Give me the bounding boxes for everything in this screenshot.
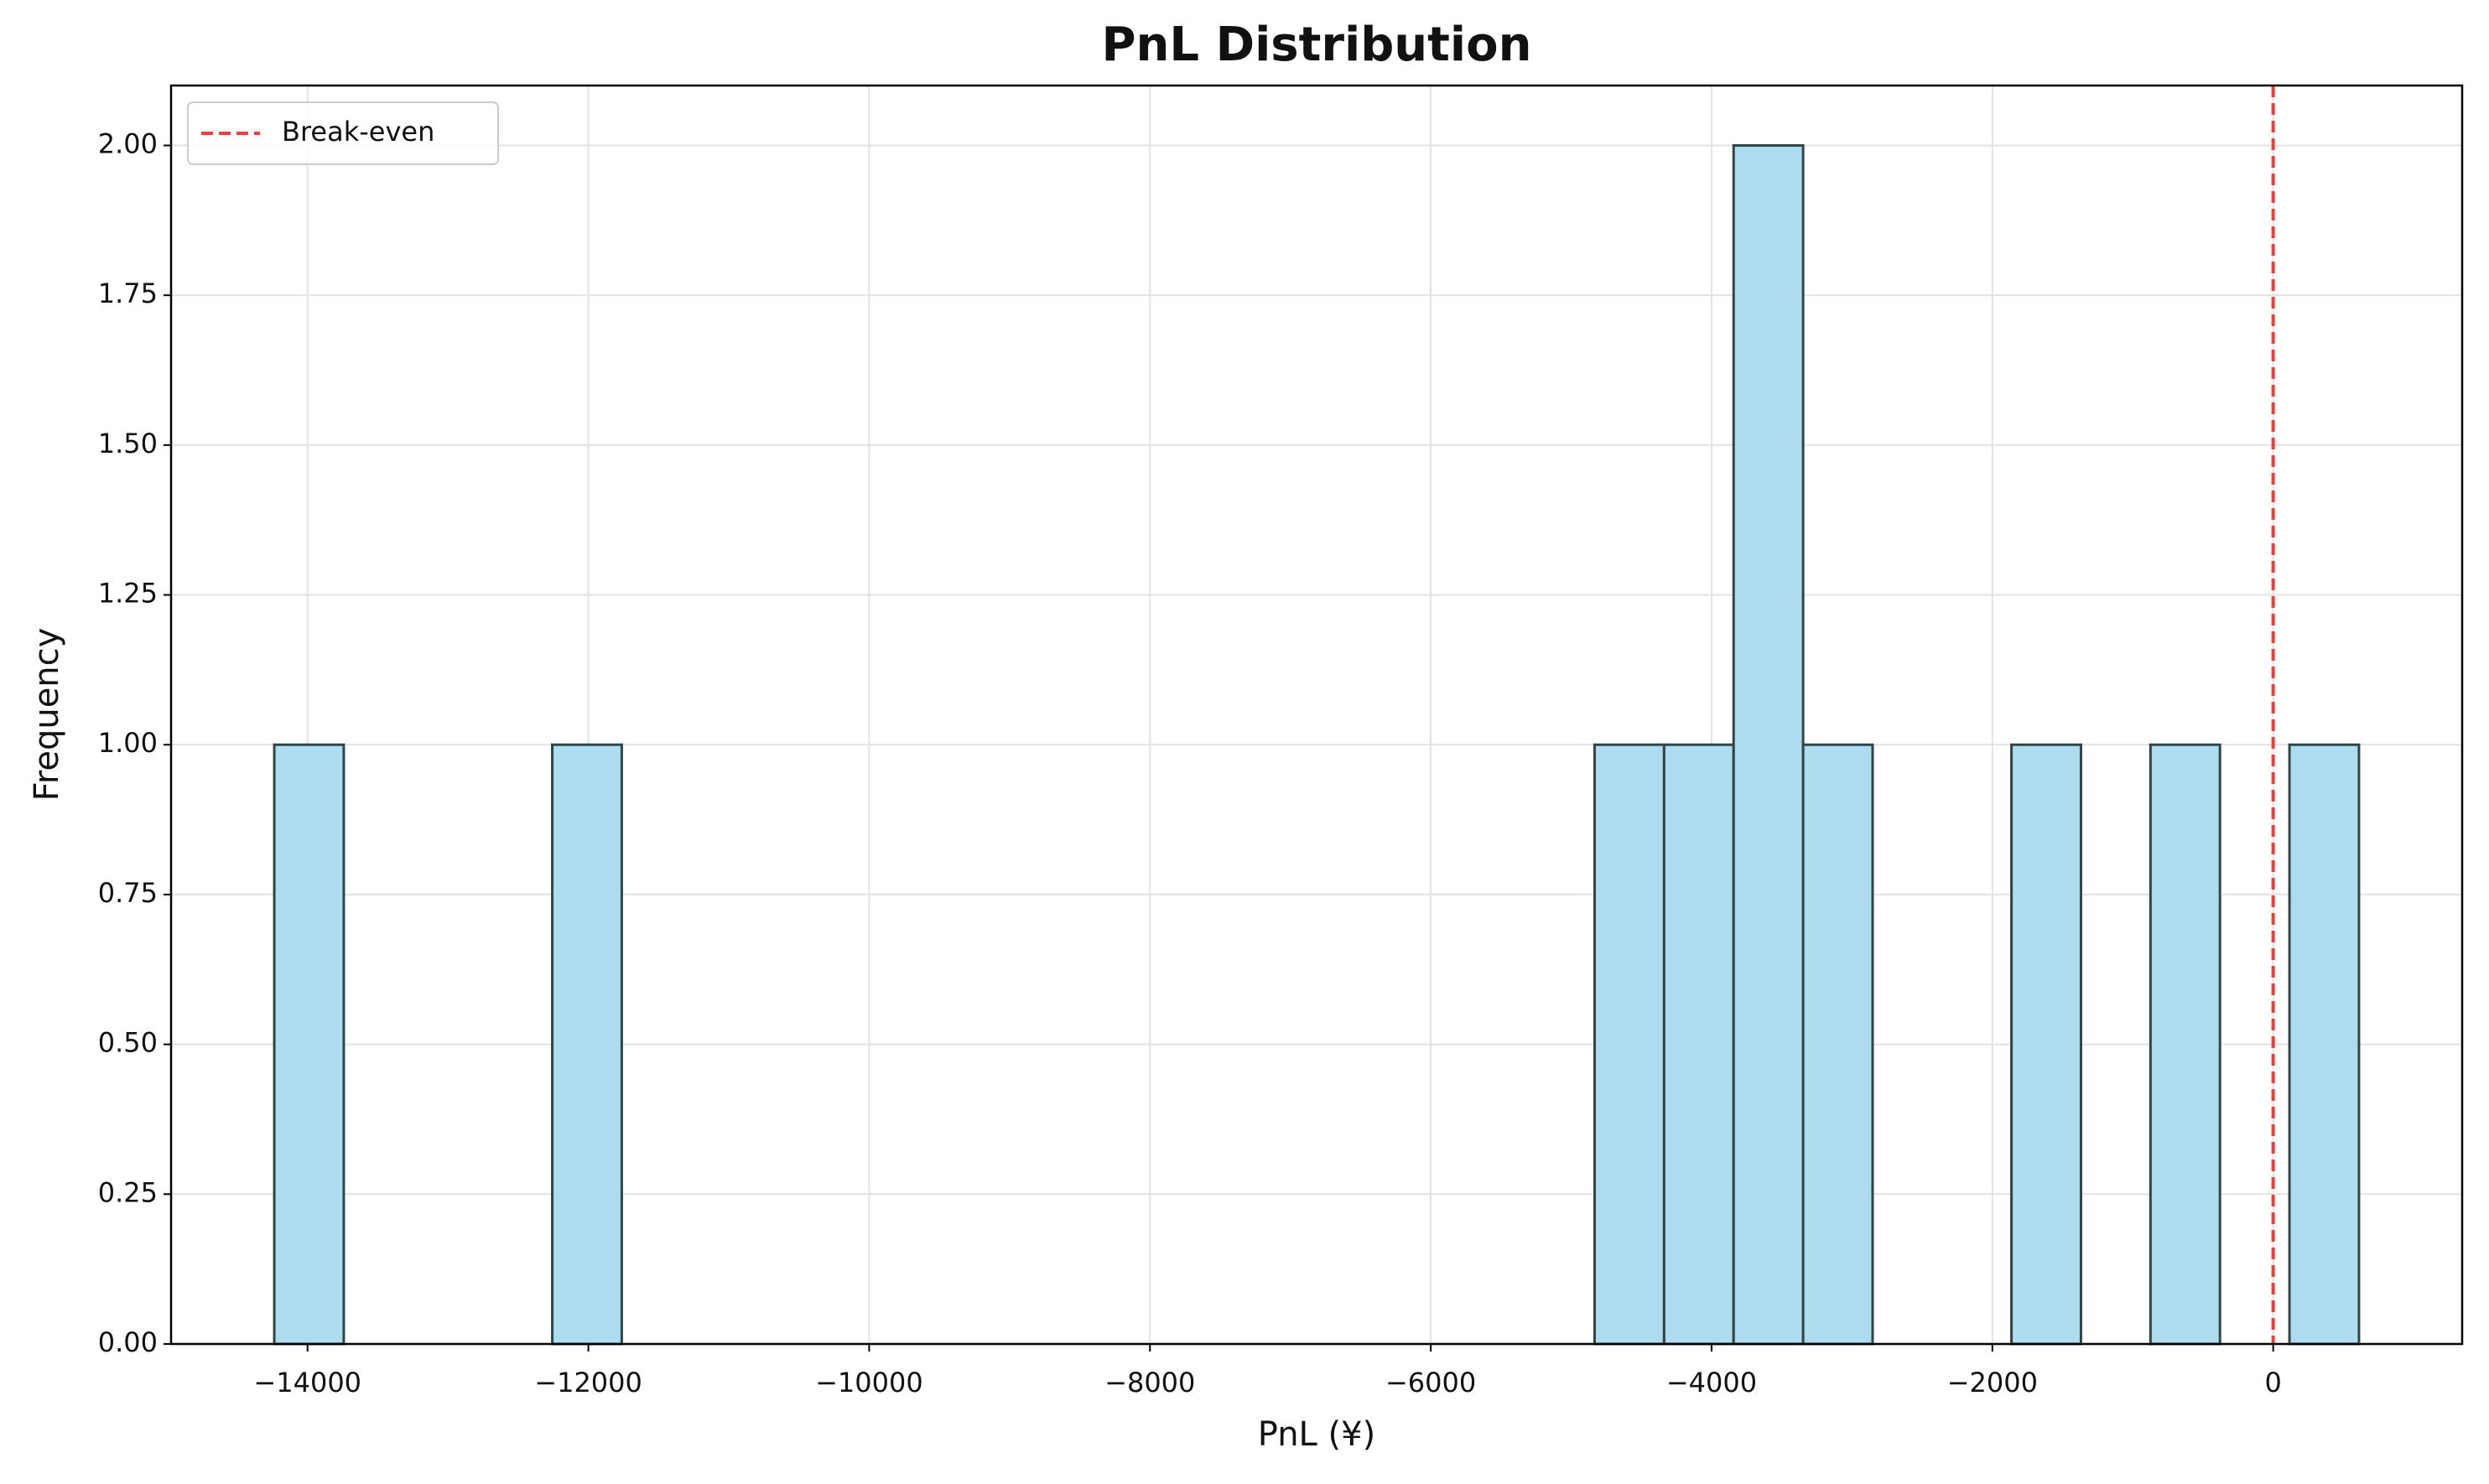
x-tick-label: −4000 [1666, 1367, 1757, 1398]
x-tick-label: −6000 [1385, 1367, 1476, 1398]
bar [273, 743, 346, 1346]
bar [1662, 743, 1735, 1346]
y-tick-label: 1.50 [98, 428, 158, 459]
y-tick-label: 1.00 [98, 727, 158, 759]
legend-label: Break-even [282, 116, 434, 148]
bar [2149, 743, 2221, 1346]
plot-frame [169, 84, 2464, 1346]
x-tick-label: −8000 [1104, 1367, 1195, 1398]
bar [1801, 743, 1874, 1346]
x-tick-label: 0 [2264, 1367, 2281, 1398]
y-tick-label: 1.25 [98, 578, 158, 610]
x-tick-label: −14000 [253, 1367, 361, 1398]
x-tick-label: −10000 [815, 1367, 923, 1398]
x-tick-label: −12000 [534, 1367, 642, 1398]
y-tick-label: 0.00 [98, 1326, 158, 1358]
y-tick-label: 0.50 [98, 1027, 158, 1059]
y-tick-label: 2.00 [98, 127, 158, 159]
bar [1732, 143, 1805, 1346]
bar [551, 743, 623, 1346]
chart-title: PnL Distribution [1102, 18, 1532, 72]
bar [1593, 743, 1665, 1346]
y-axis-label: Frequency [28, 628, 66, 802]
bar [2288, 743, 2361, 1346]
x-tick-label: −2000 [1947, 1367, 2038, 1398]
bar [2010, 743, 2082, 1346]
legend-box [187, 101, 499, 165]
y-tick-label: 0.75 [98, 877, 158, 909]
y-tick-label: 1.75 [98, 278, 158, 309]
y-tick-label: 0.25 [98, 1176, 158, 1208]
x-axis-label: PnL (¥) [1258, 1415, 1375, 1454]
